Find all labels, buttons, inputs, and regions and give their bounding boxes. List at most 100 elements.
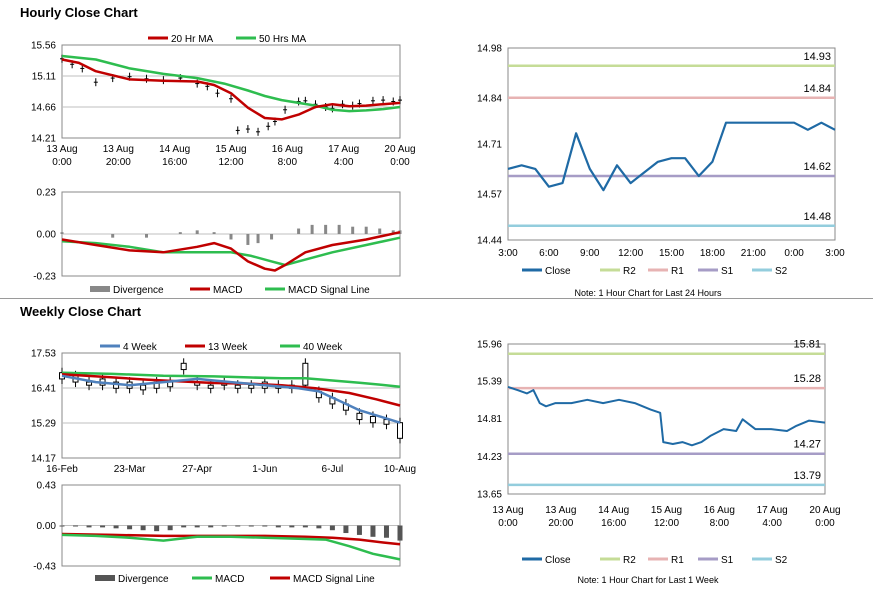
weekly-candle-body bbox=[86, 381, 93, 386]
weekly-price-y-tick-label: 16.41 bbox=[31, 384, 56, 395]
hourly-24h-s2-label: 14.48 bbox=[803, 211, 831, 223]
weekly-candle-body bbox=[397, 422, 403, 439]
hourly-macd-legend-label: MACD bbox=[213, 285, 242, 296]
weekly-signal-line bbox=[61, 532, 401, 546]
weekly-macd-line bbox=[61, 533, 401, 561]
weekly-1w-r1-legend-label: R1 bbox=[671, 555, 684, 566]
hourly-price-x-tick-label: 4:00 bbox=[334, 157, 354, 168]
weekly-1w-x-tick-label: 13 Aug bbox=[545, 505, 576, 516]
hourly-24h-r1-label: 14.84 bbox=[803, 83, 831, 95]
weekly-1w-y-tick-label: 15.96 bbox=[477, 340, 502, 351]
weekly-1w-r1-label: 15.28 bbox=[793, 373, 821, 385]
weekly-1w-x-tick-label: 15 Aug bbox=[651, 505, 682, 516]
weekly-divergence-bar bbox=[262, 525, 268, 527]
hourly-ma50-legend-label: 50 Hrs MA bbox=[259, 34, 307, 45]
weekly-divergence-bar bbox=[100, 525, 106, 528]
weekly-candle-body bbox=[140, 384, 147, 391]
weekly-divergence-bar bbox=[397, 525, 403, 541]
weekly-1w-y-tick-label: 13.65 bbox=[477, 490, 502, 501]
weekly-price-x-tick-label: 27-Apr bbox=[182, 464, 213, 475]
weekly-1w-x-tick-label: 8:00 bbox=[710, 518, 730, 529]
weekly-divergence-bar bbox=[370, 525, 376, 537]
weekly-1w-x-tick-label: 0:00 bbox=[498, 518, 518, 529]
hourly-signal-line bbox=[61, 236, 401, 267]
hourly-chart-title: Hourly Close Chart bbox=[20, 5, 138, 20]
weekly-1w-y-tick-label: 15.39 bbox=[477, 377, 502, 388]
weekly-1w-s1-label: 14.27 bbox=[793, 439, 821, 451]
weekly-1w-x-tick-label: 17 Aug bbox=[757, 505, 788, 516]
hourly-macd-line bbox=[61, 230, 401, 272]
hourly-price-y-tick-label: 14.66 bbox=[31, 103, 56, 114]
weekly-40w-line bbox=[61, 371, 401, 389]
weekly-divergence-bar bbox=[194, 525, 200, 528]
hourly-price-x-tick-label: 13 Aug bbox=[103, 144, 134, 155]
weekly-divergence-bar bbox=[86, 525, 92, 528]
weekly-price-y-tick-label: 17.53 bbox=[31, 349, 56, 360]
weekly-1w-x-tick-label: 20:00 bbox=[548, 518, 573, 529]
weekly-macd-legend-label: MACD bbox=[215, 574, 244, 585]
weekly-divergence-bar bbox=[127, 525, 133, 530]
weekly-1w-x-tick-label: 0:00 bbox=[815, 518, 835, 529]
weekly-1w-x-tick-label: 16:00 bbox=[601, 518, 626, 529]
weekly-candle-body bbox=[180, 362, 187, 371]
weekly-candle-body bbox=[356, 412, 363, 421]
weekly-price-y-tick-label: 15.29 bbox=[31, 419, 56, 430]
weekly-price-x-tick-label: 10-Aug bbox=[384, 464, 416, 475]
weekly-macd-y-tick-label: -0.43 bbox=[33, 562, 56, 573]
hourly-24h-note: Note: 1 Hour Chart for Last 24 Hours bbox=[574, 288, 722, 298]
weekly-4w-line bbox=[61, 374, 401, 424]
hourly-24h-frame bbox=[507, 47, 836, 241]
weekly-divergence-bar bbox=[73, 525, 79, 527]
weekly-1w-s1-legend-label: S1 bbox=[721, 555, 734, 566]
hourly-price-x-tick-label: 20 Aug bbox=[384, 144, 415, 155]
hourly-ma50-line bbox=[61, 54, 401, 113]
weekly-candle-body bbox=[302, 362, 309, 386]
weekly-candle-body bbox=[207, 384, 214, 389]
weekly-40w-legend-label: 40 Week bbox=[303, 342, 343, 353]
weekly-chart-title: Weekly Close Chart bbox=[20, 304, 142, 319]
weekly-divergence-bar bbox=[208, 525, 214, 528]
weekly-divergence-bar bbox=[302, 525, 308, 528]
weekly-divergence-bar bbox=[329, 525, 335, 531]
weekly-1w-s2-label: 13.79 bbox=[793, 470, 821, 482]
weekly-divergence-legend-label: Divergence bbox=[118, 574, 169, 585]
hourly-price-y-tick-label: 14.21 bbox=[31, 134, 56, 145]
hourly-24h-r1-legend-label: R1 bbox=[671, 266, 684, 277]
hourly-24h-r2-legend-label: R2 bbox=[623, 266, 636, 277]
hourly-price-x-tick-label: 16:00 bbox=[162, 157, 187, 168]
weekly-price-x-tick-label: 6-Jul bbox=[322, 464, 344, 475]
hourly-24h-y-tick-label: 14.71 bbox=[477, 140, 502, 151]
weekly-divergence-bar bbox=[154, 525, 160, 532]
hourly-24h-x-tick-label: 9:00 bbox=[580, 248, 600, 259]
weekly-divergence-bar bbox=[289, 525, 295, 528]
hourly-ma20-legend-label: 20 Hr MA bbox=[171, 34, 214, 45]
hourly-24h-close-legend-label: Close bbox=[545, 266, 571, 277]
section-divider bbox=[0, 298, 873, 299]
hourly-24h-s2-legend-label: S2 bbox=[775, 266, 788, 277]
hourly-24h-s1-label: 14.62 bbox=[803, 161, 831, 173]
hourly-24h-x-tick-label: 6:00 bbox=[539, 248, 559, 259]
weekly-divergence-bar bbox=[383, 525, 389, 538]
weekly-1w-note: Note: 1 Hour Chart for Last 1 Week bbox=[578, 575, 719, 585]
hourly-price-x-tick-label: 0:00 bbox=[390, 157, 410, 168]
weekly-1w-y-tick-label: 14.23 bbox=[477, 452, 502, 463]
hourly-24h-x-tick-label: 15:00 bbox=[659, 248, 684, 259]
hourly-price-x-tick-label: 12:00 bbox=[218, 157, 243, 168]
hourly-24h-y-tick-label: 14.98 bbox=[477, 44, 502, 55]
weekly-divergence-bar bbox=[316, 525, 322, 529]
weekly-1w-x-tick-label: 20 Aug bbox=[809, 505, 840, 516]
weekly-1w-x-tick-label: 14 Aug bbox=[598, 505, 629, 516]
hourly-24h-x-tick-label: 3:00 bbox=[498, 248, 518, 259]
weekly-divergence-bar bbox=[59, 525, 65, 527]
hourly-24h-x-tick-label: 0:00 bbox=[784, 248, 804, 259]
weekly-divergence-bar bbox=[343, 525, 349, 534]
weekly-divergence-bar bbox=[181, 525, 187, 528]
weekly-divergence-bar bbox=[140, 525, 146, 531]
hourly-price-x-tick-label: 13 Aug bbox=[46, 144, 77, 155]
weekly-1w-x-tick-label: 13 Aug bbox=[492, 505, 523, 516]
hourly-price-frame bbox=[61, 44, 401, 139]
hourly-price-x-tick-label: 16 Aug bbox=[272, 144, 303, 155]
hourly-divergence-legend-label: Divergence bbox=[113, 285, 164, 296]
hourly-24h-s1-legend-label: S1 bbox=[721, 266, 734, 277]
